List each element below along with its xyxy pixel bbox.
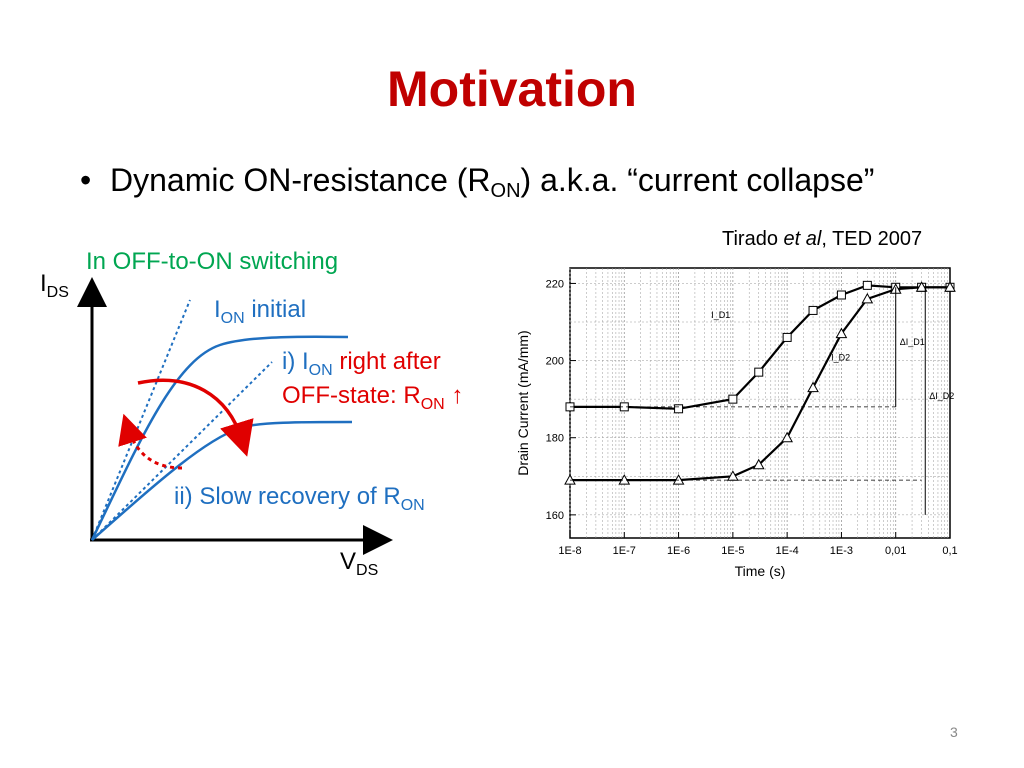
x-tick-label: 1E-7 [613, 545, 636, 557]
data-point [835, 327, 848, 339]
x-axis-main: V [340, 548, 357, 575]
label-slow-recovery: ii) Slow recovery of RON [174, 483, 425, 514]
ron-line-initial [91, 299, 191, 541]
x-tick-label: 1E-3 [830, 545, 853, 557]
y-tick-label: 160 [546, 510, 564, 522]
label-off-state-arrow: ↑ [444, 382, 464, 409]
x-tick-label: 0,01 [885, 545, 906, 557]
citation-author: Tirado [722, 228, 784, 250]
label-ion-after: i) ION right after [282, 348, 441, 379]
data-point [807, 381, 819, 393]
citation-rest: , TED 2007 [821, 228, 923, 250]
x-tick-label: 1E-8 [558, 545, 581, 557]
bullet-sub: ON [490, 180, 521, 202]
label-ion-initial-sub: ON [220, 310, 245, 327]
x-axis-title: Time (s) [735, 563, 786, 579]
bullet-part-b: ) a.k.a. “current collapse” [520, 162, 875, 198]
recovery-arrow [118, 413, 183, 470]
data-point [672, 474, 685, 485]
data-point [782, 332, 792, 342]
sketch-caption: In OFF-to-ON switching [86, 248, 339, 275]
data-point [728, 394, 738, 404]
data-point [862, 280, 872, 290]
data-point [836, 290, 846, 300]
citation: Tirado et al, TED 2007 [722, 228, 922, 251]
y-axis-main: I [40, 270, 47, 297]
x-tick-label: 1E-4 [776, 545, 799, 557]
data-point [861, 292, 874, 304]
bullet-text: • Dynamic ON-resistance (RON) a.k.a. “cur… [80, 162, 875, 202]
data-point [754, 367, 764, 377]
label-slow-recovery-sub: ON [400, 497, 425, 514]
label-after-prefix: i) I [282, 348, 309, 375]
data-point [944, 281, 956, 292]
label-ion-initial: ION initial [214, 296, 307, 327]
x-tick-label: 1E-6 [667, 545, 690, 557]
curve-degraded [91, 420, 353, 541]
data-point [618, 474, 631, 485]
label-ion-initial-rest: initial [244, 296, 307, 323]
y-axis-label: IDS [40, 270, 69, 301]
data-point [808, 305, 818, 315]
data-point [781, 431, 793, 443]
iv-sketch [77, 277, 393, 555]
label-slow-recovery-main: ii) Slow recovery of R [174, 483, 401, 510]
data-point [915, 281, 928, 292]
citation-etal: et al [783, 228, 822, 250]
label-off-state: OFF-state: RON ↑ [282, 382, 464, 413]
y-axis-title: Drain Current (mA/mm) [515, 330, 531, 475]
collapse-arrow [137, 378, 254, 457]
ron-line-degraded [91, 361, 273, 541]
x-tick-label: 0,1 [942, 545, 957, 557]
label-after-sub: ON [308, 362, 333, 379]
label-ion-initial-main: I [214, 296, 221, 323]
label-off-state-sub: ON [420, 396, 445, 413]
curve-initial [90, 335, 349, 541]
y-tick-label: 200 [546, 356, 564, 368]
bullet-part-a: Dynamic ON-resistance (R [110, 162, 491, 198]
label-delta-id2: ΔI_D2 [929, 391, 954, 401]
data-point [564, 474, 576, 485]
page-number: 3 [950, 724, 958, 740]
x-tick-label: 1E-5 [721, 545, 744, 557]
label-id1: I_D1 [711, 310, 730, 320]
label-after-red1: right after [332, 348, 441, 375]
slide-title: Motivation [387, 61, 637, 117]
label-id2: I_D2 [831, 353, 850, 363]
data-point [752, 458, 765, 470]
data-point [674, 404, 684, 414]
x-axis-label: VDS [340, 548, 379, 579]
x-axis-sub: DS [356, 562, 379, 579]
bullet-dot: • [80, 162, 92, 198]
label-delta-id1: ΔI_D1 [900, 337, 925, 347]
y-axis-sub: DS [46, 284, 69, 301]
label-off-state-main: OFF-state: R [282, 382, 421, 409]
y-tick-label: 180 [546, 433, 564, 445]
y-tick-label: 220 [546, 278, 564, 290]
drain-current-chart: 1E-8 1E-7 1E-6 1E-5 1E-4 1E-3 0,01 0,1 160 180 200… [515, 267, 958, 579]
